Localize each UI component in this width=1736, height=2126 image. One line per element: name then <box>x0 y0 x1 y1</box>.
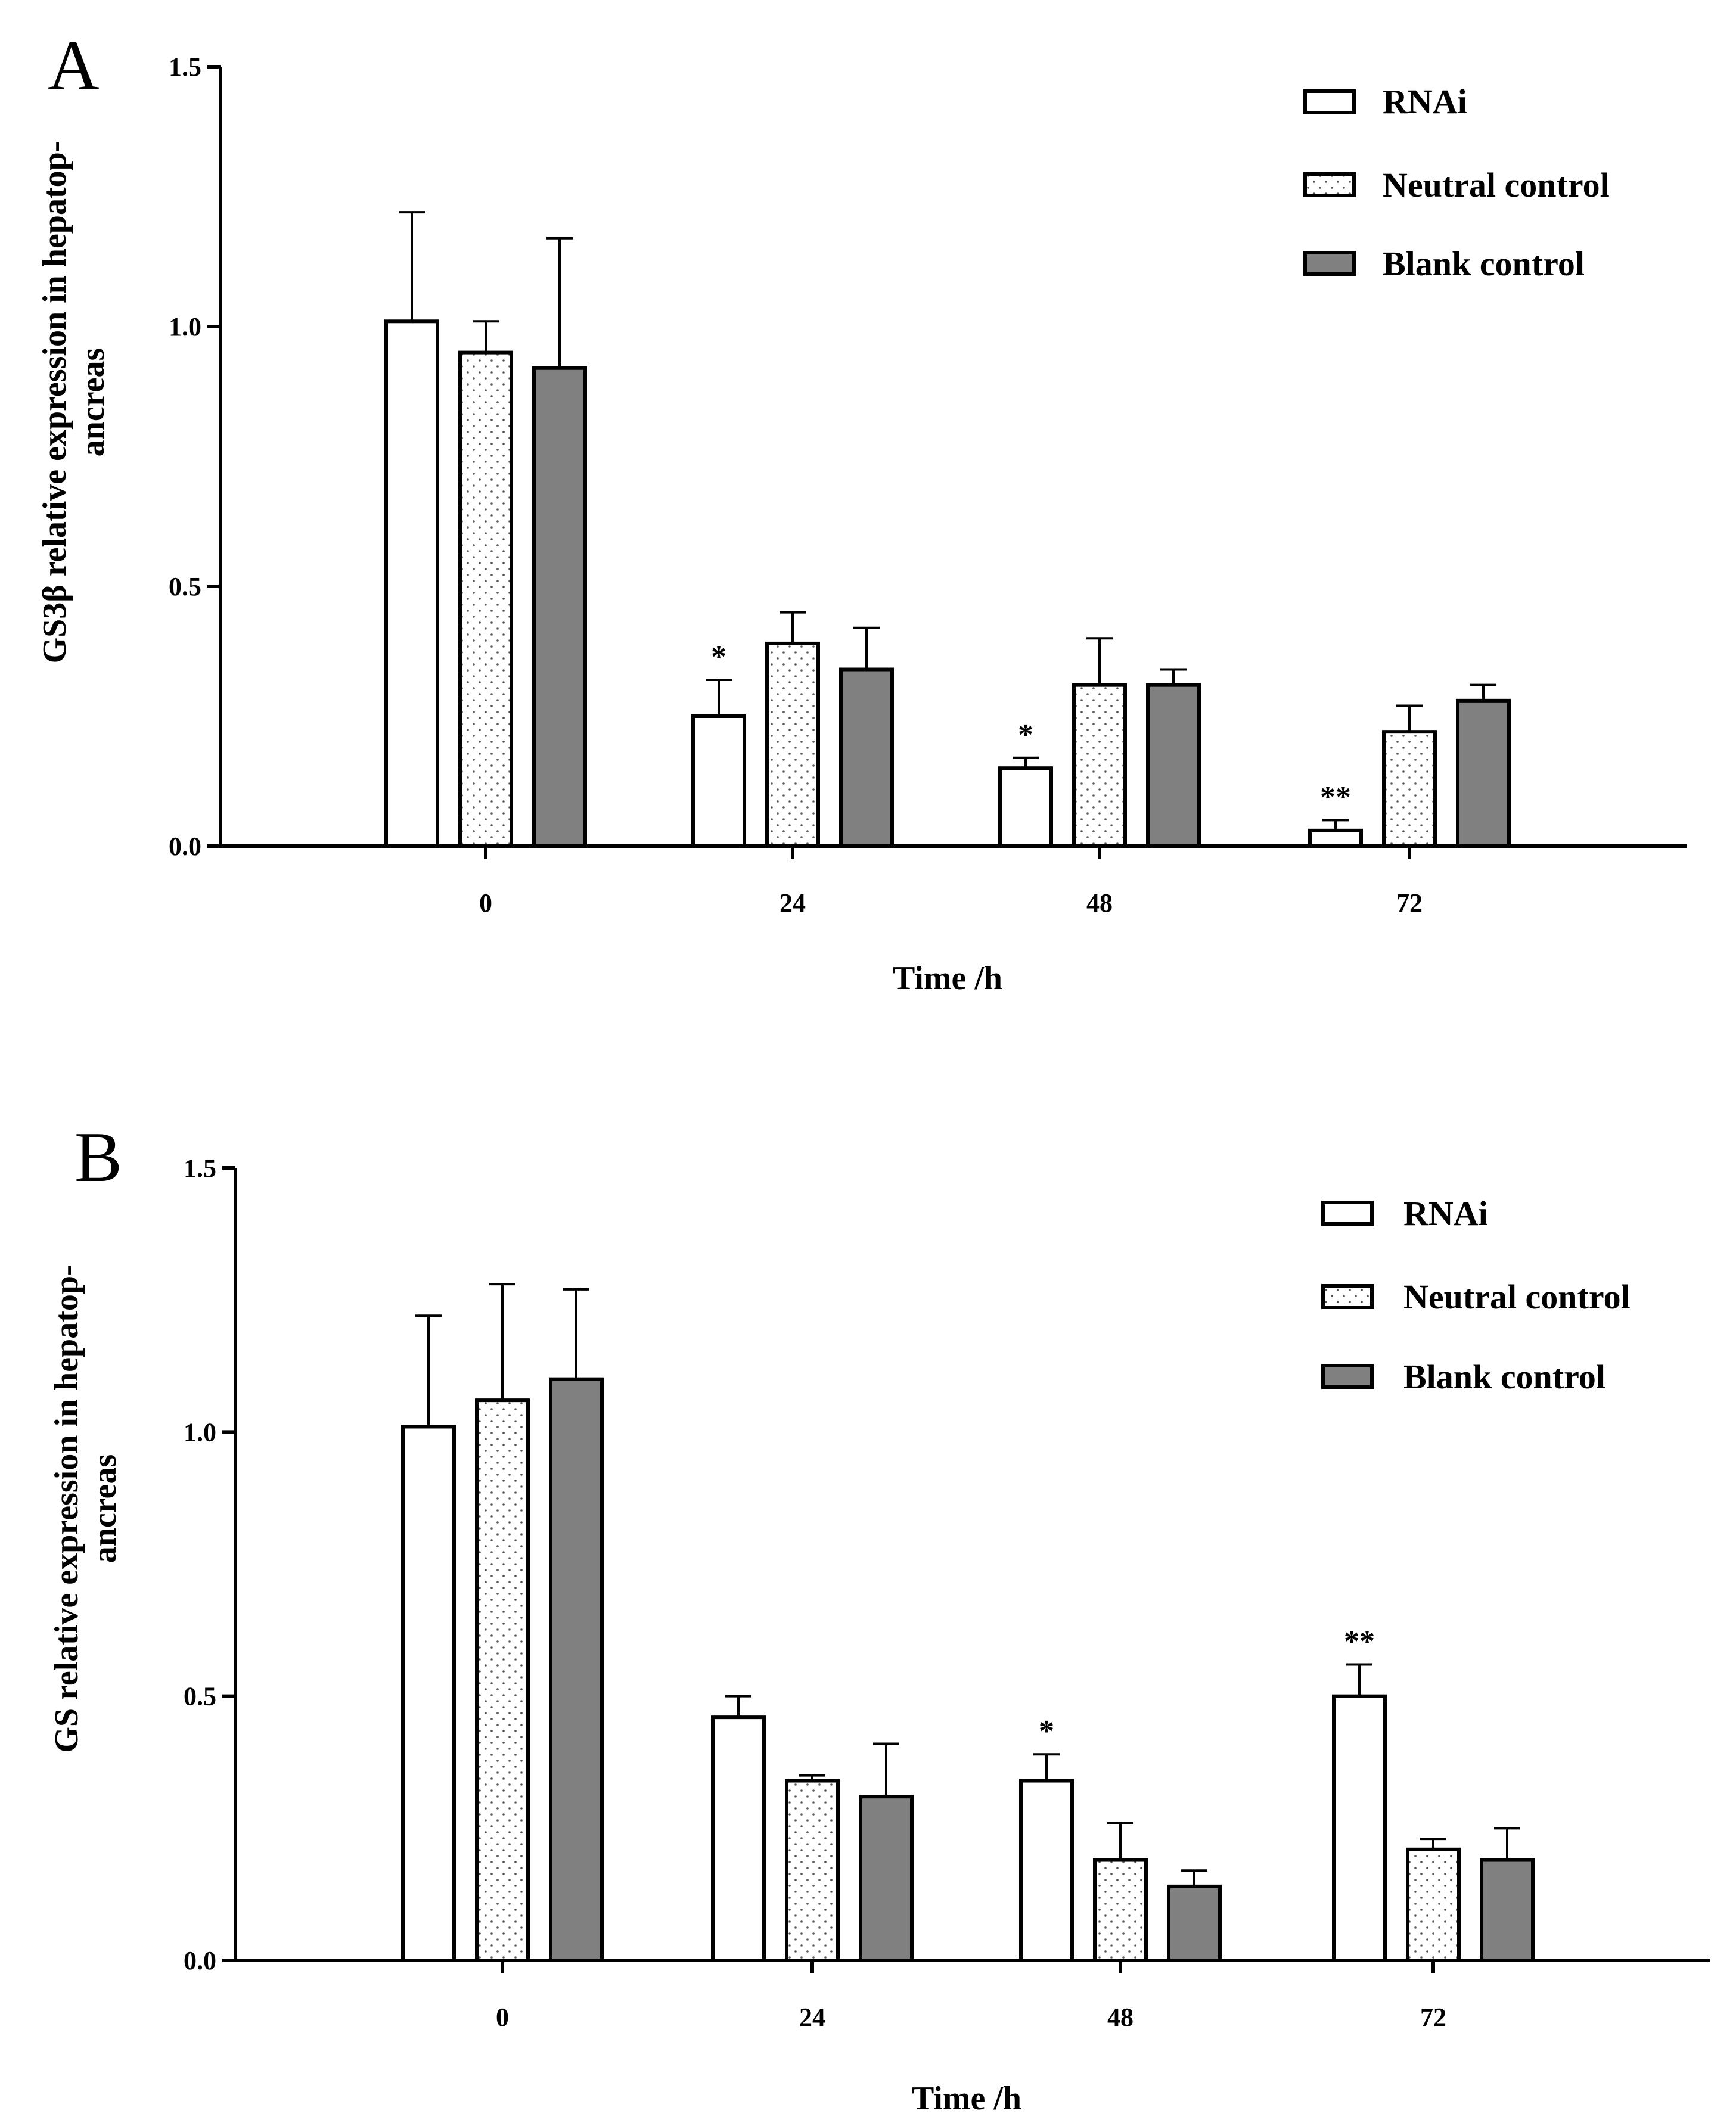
significance-label: ** <box>1344 1624 1375 1658</box>
panel-b-plot: 0.00.51.01.50 24 48 72*** <box>184 1154 1710 2032</box>
legend-swatch-rnai <box>1303 89 1356 114</box>
legend-swatch-blank-control <box>1321 1364 1374 1389</box>
legend-swatch-rnai <box>1321 1201 1374 1226</box>
bar <box>458 350 513 848</box>
bar <box>1382 730 1437 848</box>
bar <box>859 1795 914 1962</box>
bar <box>711 1715 766 1962</box>
legend-label-neutral-control: Neutral control <box>1403 1278 1631 1316</box>
bar <box>1093 1858 1148 1963</box>
legend-label-rnai: RNAi <box>1383 82 1467 121</box>
y-tick-label: 0.5 <box>184 1682 216 1711</box>
panel-b-ylabel: GS relative expression in hepatop- ancre… <box>48 1264 123 1752</box>
significance-label: ** <box>1320 780 1351 814</box>
bar <box>532 366 587 848</box>
significance-label: * <box>1039 1714 1054 1748</box>
panel-label-a: A <box>48 26 100 105</box>
panel-a-ylabel: GS3β relative expression in hepatop- anc… <box>36 141 111 664</box>
bar <box>1406 1847 1461 1963</box>
bar <box>384 319 439 848</box>
y-axis-title-line-1: GS3β relative expression in hepatop- <box>36 141 73 664</box>
bar <box>1332 1694 1387 1963</box>
x-tick-label: 24 <box>780 888 806 918</box>
y-tick-label: 1.5 <box>169 52 201 82</box>
x-tick-label: 72 <box>1420 2003 1446 2032</box>
significance-label: * <box>1018 718 1033 752</box>
legend-label-rnai: RNAi <box>1403 1194 1488 1233</box>
bar <box>1146 683 1201 848</box>
x-tick-label: 24 <box>799 2003 825 2032</box>
legend-label-blank-control: Blank control <box>1383 244 1585 283</box>
y-tick-label: 1.0 <box>169 312 201 341</box>
x-tick-label: 0 <box>479 888 492 918</box>
bar <box>998 766 1053 848</box>
bar <box>1019 1779 1074 1963</box>
panel-a-plot: 0.00.51.01.50 24 48 72**** <box>169 52 1687 918</box>
bar <box>401 1425 456 1962</box>
x-tick-label: 0 <box>496 2003 509 2032</box>
y-tick-label: 1.5 <box>184 1154 216 1183</box>
legend-swatch-blank-control <box>1303 251 1356 276</box>
y-tick-label: 0.5 <box>169 572 201 601</box>
legend-swatch-neutral-control <box>1303 172 1356 197</box>
bar <box>475 1398 530 1962</box>
x-axis-title: Time /h <box>912 2080 1021 2117</box>
bar <box>785 1779 840 1963</box>
y-tick-label: 0.0 <box>169 832 201 861</box>
panel-b: B GS relative expression in hepatop- anc… <box>48 1117 1710 2117</box>
y-tick-label: 1.0 <box>184 1418 216 1447</box>
y-axis-title-line-2: ancreas <box>86 1454 123 1564</box>
x-tick-label: 48 <box>1086 888 1113 918</box>
x-axis-title: Time /h <box>893 960 1002 997</box>
x-tick-label: 72 <box>1396 888 1423 918</box>
x-tick-label: 48 <box>1107 2003 1133 2032</box>
legend-a: RNAi Neutral control Blank control <box>1303 82 1610 283</box>
bar <box>691 714 746 848</box>
y-tick-label: 0.0 <box>184 1946 216 1975</box>
y-axis-title-line-1: GS relative expression in hepatop- <box>48 1264 85 1752</box>
bar <box>549 1377 604 1963</box>
bar <box>1167 1884 1222 1963</box>
panel-label-b: B <box>74 1117 122 1196</box>
bar <box>839 667 894 848</box>
bar <box>1072 683 1127 848</box>
bar <box>765 641 820 848</box>
bar <box>1456 698 1511 848</box>
legend-swatch-neutral-control <box>1321 1284 1374 1309</box>
significance-label: * <box>711 640 726 674</box>
y-axis-title-line-2: ancreas <box>74 348 111 457</box>
legend-b: RNAi Neutral control Blank control <box>1321 1194 1631 1396</box>
bar <box>1480 1858 1535 1963</box>
panel-a: A GS3β relative expression in hepatop- a… <box>36 26 1687 997</box>
legend-label-neutral-control: Neutral control <box>1383 166 1610 204</box>
legend-label-blank-control: Blank control <box>1403 1357 1605 1396</box>
bar <box>1308 828 1363 848</box>
